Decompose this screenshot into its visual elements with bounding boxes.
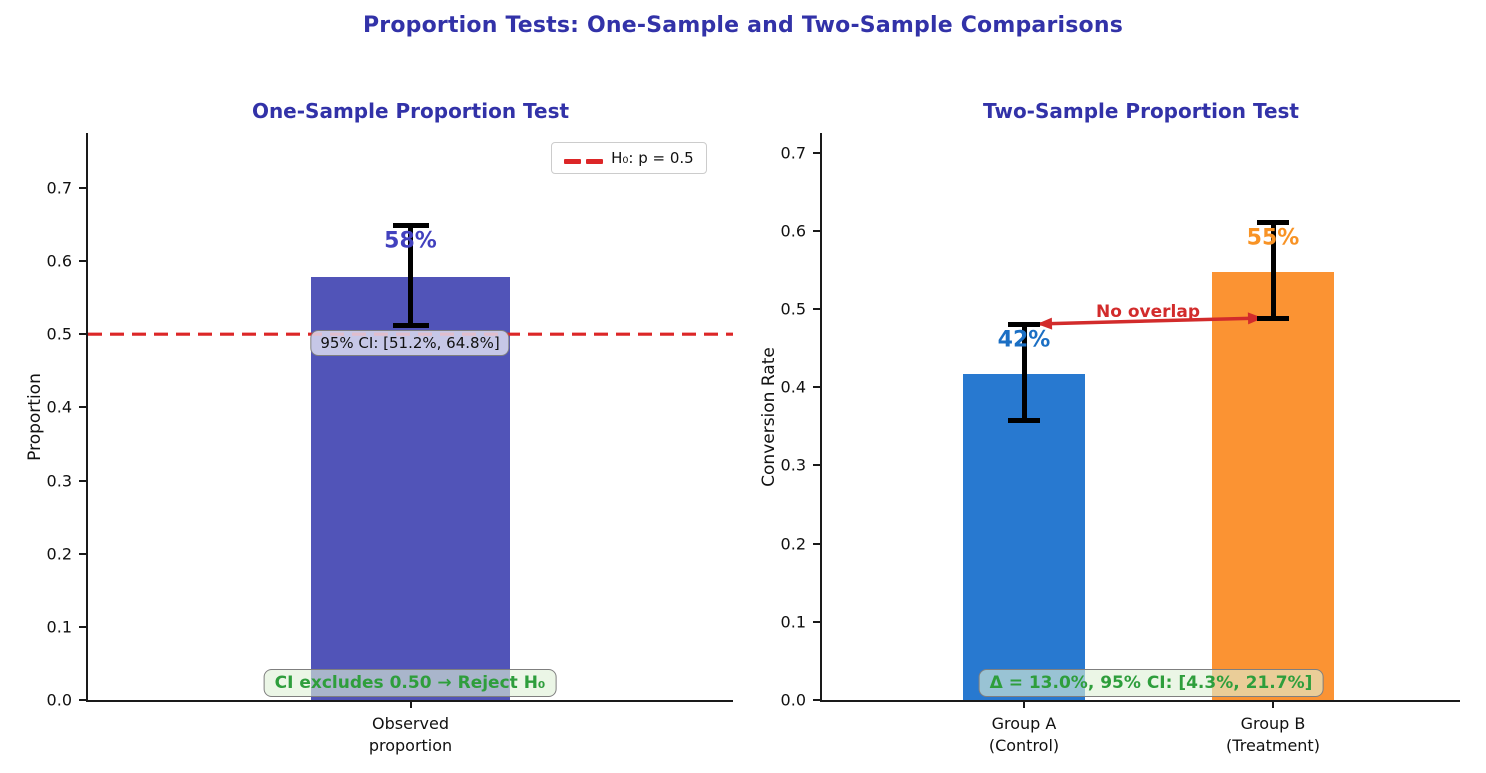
- y-tick-label: 0.0: [780, 690, 806, 710]
- bar-value-label-observed: 58%: [384, 228, 437, 254]
- x-tick-mark: [1272, 702, 1274, 708]
- y-axis-spine: [820, 133, 822, 702]
- y-tick-label: 0.6: [46, 251, 72, 271]
- y-tick-mark: [79, 479, 86, 482]
- y-tick-label: 0.3: [46, 471, 72, 491]
- y-tick-mark: [813, 386, 820, 389]
- y-tick-mark: [79, 406, 86, 409]
- x-tick-mark: [1023, 702, 1025, 708]
- y-tick-mark: [813, 151, 820, 154]
- y-tick-label: 0.4: [46, 397, 72, 417]
- y-tick-mark: [813, 699, 820, 701]
- y-tick-mark: [813, 229, 820, 232]
- y-tick-label: 0.2: [46, 544, 72, 564]
- y-tick-mark: [813, 307, 820, 310]
- y-tick-mark: [813, 620, 820, 623]
- y-tick-mark: [79, 625, 86, 628]
- y-tick-label: 0.5: [46, 324, 72, 344]
- y-tick-mark: [79, 186, 86, 189]
- y-tick-label: 0.7: [780, 143, 806, 163]
- y-tick-label: 0.3: [780, 455, 806, 475]
- y-tick-mark: [79, 699, 86, 701]
- y-tick-label: 0.0: [46, 690, 72, 710]
- y-tick-label: 0.7: [46, 178, 72, 198]
- y-tick-mark: [79, 552, 86, 555]
- ci-annotation-box: 95% CI: [51.2%, 64.8%]: [310, 330, 510, 356]
- no-overlap-annotation: No overlap: [1096, 302, 1200, 322]
- y-tick-mark: [813, 542, 820, 545]
- legend-entry-h0: H₀: p = 0.5: [611, 149, 694, 167]
- y-tick-mark: [79, 333, 86, 336]
- error-bar-cap-top: [1257, 220, 1289, 226]
- figure-title: Proportion Tests: One-Sample and Two-Sam…: [362, 13, 1124, 38]
- x-tick-label-group-a: Group A (Control): [988, 714, 1060, 755]
- bar-value-label-group-a: 42%: [997, 327, 1051, 353]
- y-tick-label: 0.1: [780, 612, 806, 632]
- y-tick-label: 0.1: [46, 617, 72, 637]
- error-bar-cap-top: [392, 223, 429, 229]
- y-tick-label: 0.5: [780, 299, 806, 319]
- error-bar-cap-bottom: [1257, 315, 1289, 321]
- x-tick-label-group-b: Group B (Treatment): [1226, 714, 1320, 755]
- legend-dashed-line-icon: [564, 149, 604, 168]
- bar-value-label-group-b: 55%: [1246, 225, 1300, 251]
- bar-group-b: [1212, 272, 1334, 700]
- reject-h0-annotation-box: CI excludes 0.50 → Reject H₀: [263, 669, 557, 697]
- subplot-title-two-sample: Two-Sample Proportion Test: [983, 99, 1299, 123]
- subplot-title-one-sample: One-Sample Proportion Test: [251, 99, 570, 123]
- y-tick-label: 0.4: [780, 377, 806, 397]
- error-bar-cap-top: [1008, 322, 1040, 328]
- legend: H₀: p = 0.5: [551, 142, 707, 174]
- delta-ci-annotation-box: Δ = 13.0%, 95% CI: [4.3%, 21.7%]: [978, 669, 1324, 697]
- y-tick-label: 0.6: [780, 221, 806, 241]
- x-tick-mark: [409, 702, 412, 708]
- y-tick-mark: [813, 464, 820, 467]
- error-bar-line: [1270, 222, 1276, 319]
- error-bar-line: [408, 225, 413, 326]
- bar-group-a: [963, 373, 1085, 700]
- error-bar-cap-bottom: [1008, 417, 1040, 423]
- x-axis-spine: [86, 700, 733, 702]
- y-axis-spine: [86, 133, 88, 702]
- x-tick-label-observed-proportion: Observed proportion: [368, 714, 453, 755]
- error-bar-line: [1021, 324, 1027, 420]
- x-axis-spine: [820, 700, 1460, 702]
- error-bar-cap-bottom: [392, 322, 429, 328]
- y-tick-mark: [79, 260, 86, 263]
- y-tick-label: 0.2: [780, 534, 806, 554]
